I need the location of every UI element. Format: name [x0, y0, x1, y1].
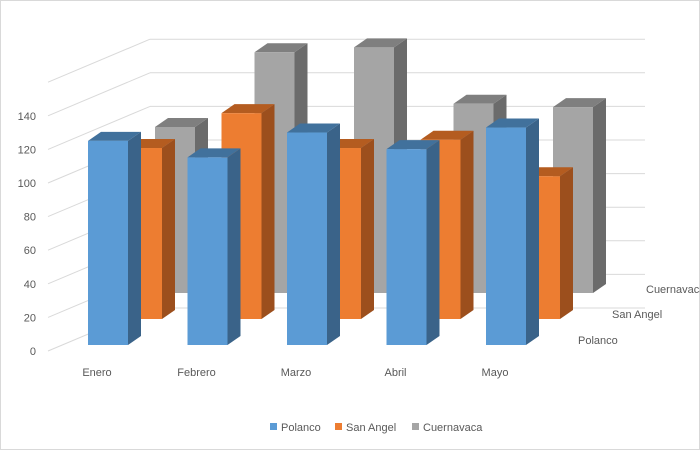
x-tick-label: Marzo — [281, 367, 312, 379]
x-tick-label: Abril — [384, 367, 406, 379]
x-axis: Enero Febrero Marzo Abril Mayo — [82, 367, 508, 379]
bar-side — [560, 167, 573, 319]
bar-side — [227, 148, 241, 345]
bar-polanco-mayo — [486, 118, 539, 345]
bar-top — [354, 38, 407, 48]
depth-axis: Polanco San Angel Cuernavaca — [578, 284, 700, 347]
bar-san-angel-marzo — [321, 139, 374, 319]
bar-front — [287, 132, 327, 345]
gridline-side — [47, 38, 151, 83]
bar-top — [386, 140, 440, 150]
series-axis-label: Cuernavaca — [646, 284, 700, 296]
bars — [88, 38, 606, 346]
y-tick-label: 140 — [18, 111, 36, 123]
legend-label: San Angel — [346, 422, 396, 434]
bar-front — [486, 127, 526, 345]
bar-top — [254, 43, 308, 53]
bar-side — [261, 104, 275, 319]
y-tick-label: 40 — [24, 279, 36, 291]
y-tick-label: 20 — [24, 312, 36, 324]
x-tick-label: Enero — [82, 367, 111, 379]
legend-label: Polanco — [281, 422, 321, 434]
bar-polanco-abril — [386, 140, 440, 345]
bar-top — [420, 130, 474, 140]
bar-top — [155, 118, 208, 127]
bar-side — [593, 98, 606, 293]
bar-polanco-enero — [88, 131, 141, 345]
series-axis-label: San Angel — [612, 309, 662, 321]
bar-top — [88, 131, 141, 141]
bar-front — [88, 140, 128, 345]
bar-top — [486, 118, 539, 128]
legend: Polanco San Angel Cuernavaca — [270, 422, 483, 434]
x-tick-label: Febrero — [177, 367, 216, 379]
legend-label: Cuernavaca — [423, 422, 483, 434]
y-tick-label: 60 — [24, 245, 36, 257]
bar-side — [426, 140, 440, 345]
y-tick-label: 80 — [24, 212, 36, 224]
bar-side — [460, 130, 474, 319]
bar-top — [553, 98, 606, 108]
legend-swatch — [270, 423, 277, 430]
legend-swatch — [412, 423, 419, 430]
bar-side — [361, 139, 374, 319]
series-axis-label: Polanco — [578, 335, 618, 347]
bar-front — [386, 149, 427, 345]
bar-top — [187, 148, 241, 158]
bar-side — [128, 131, 141, 345]
gridline-side — [47, 105, 151, 150]
bar-top — [287, 123, 340, 133]
y-tick-label: 120 — [18, 144, 36, 156]
y-tick-label: 0 — [30, 346, 36, 358]
y-axis: 0 20 40 60 80 100 120 140 — [18, 111, 36, 358]
x-tick-label: Mayo — [482, 367, 509, 379]
bar-side — [327, 123, 340, 346]
y-tick-label: 100 — [18, 178, 36, 190]
legend-swatch — [335, 423, 342, 430]
bar-top — [221, 104, 275, 114]
gridline-side — [47, 72, 151, 117]
bar-side — [526, 118, 539, 345]
bar-front — [187, 157, 228, 345]
bar-side — [162, 139, 175, 319]
bar-top — [453, 94, 507, 104]
bar-polanco-febrero — [187, 148, 241, 345]
bar-polanco-marzo — [287, 123, 340, 346]
